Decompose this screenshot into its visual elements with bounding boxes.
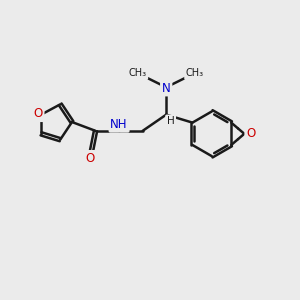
Text: CH₃: CH₃ — [186, 68, 204, 78]
Text: O: O — [246, 127, 255, 140]
Text: O: O — [34, 107, 43, 120]
Text: N: N — [162, 82, 171, 95]
Text: H: H — [167, 116, 175, 126]
Text: O: O — [85, 152, 94, 165]
Text: CH₃: CH₃ — [129, 68, 147, 78]
Text: NH: NH — [110, 118, 128, 131]
